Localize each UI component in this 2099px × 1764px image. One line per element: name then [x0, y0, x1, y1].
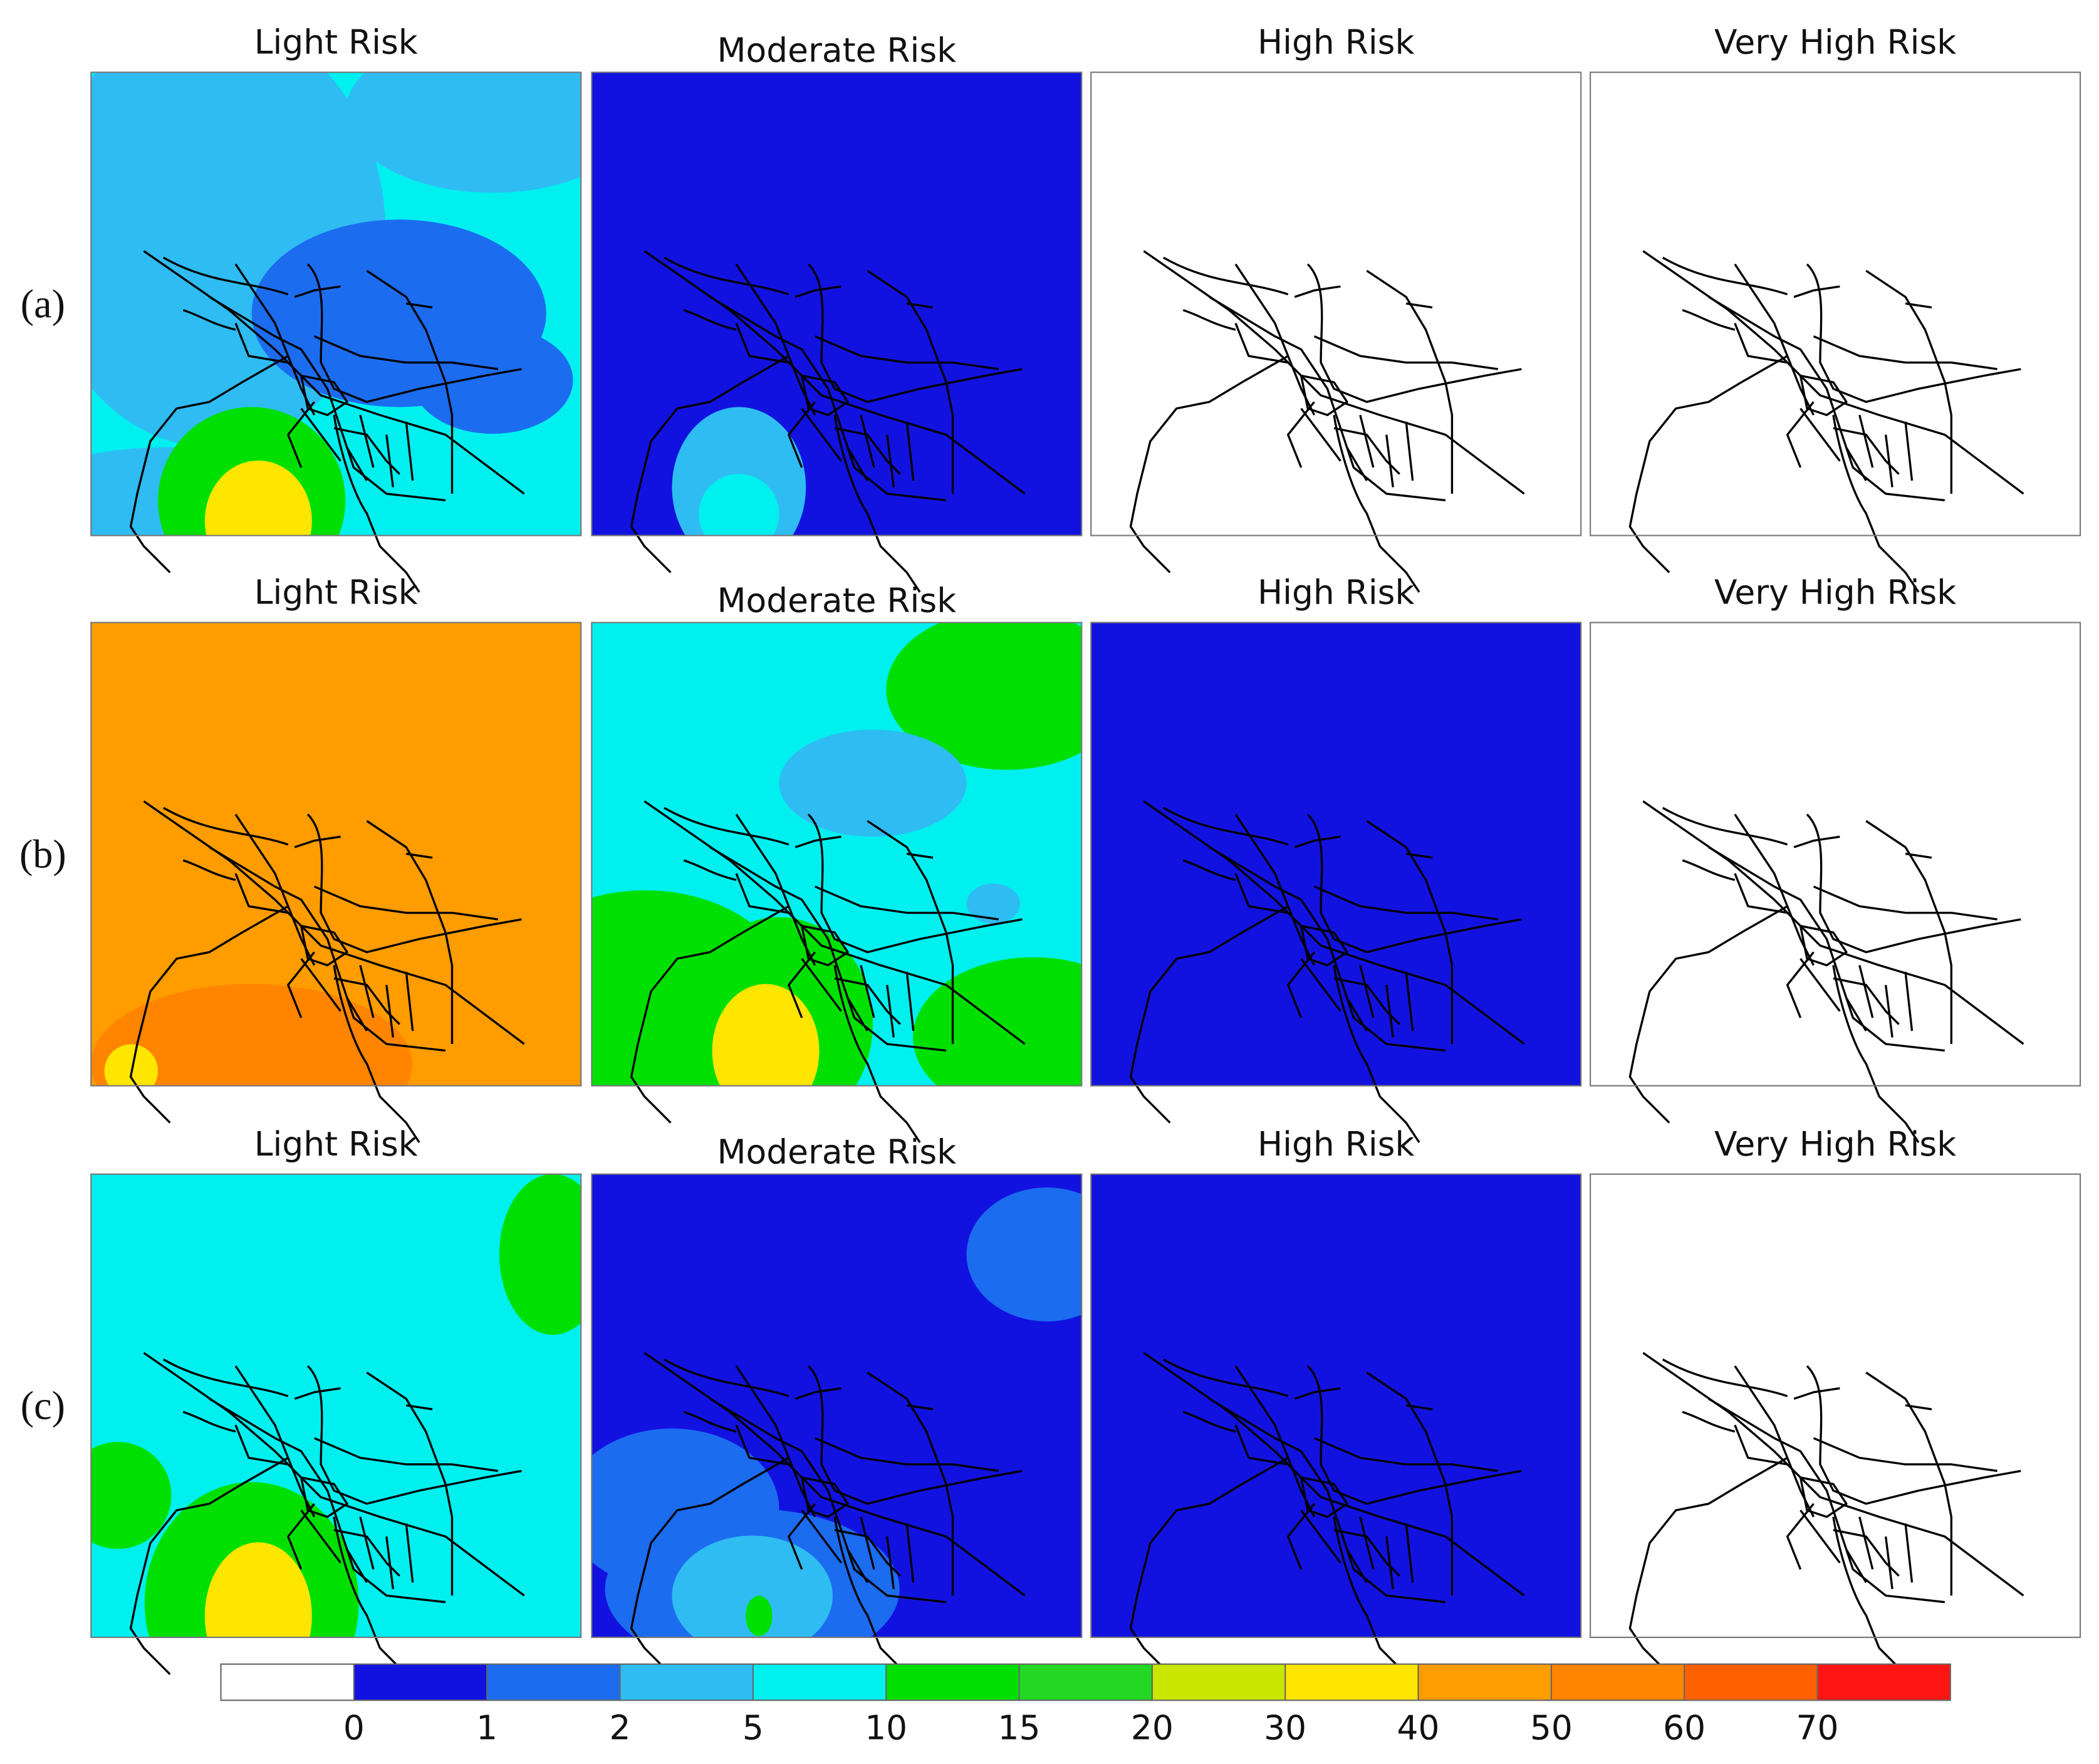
risk-area [966, 1187, 1082, 1322]
map-panel [90, 71, 582, 593]
panel-title: Very High Risk [1714, 1124, 1956, 1164]
field [91, 72, 581, 536]
row-label: (c) [21, 1384, 65, 1428]
colorbar-tick-label: 50 [1530, 1708, 1573, 1747]
colorbar-segment [753, 1664, 887, 1701]
risk-area [746, 1595, 773, 1636]
map-panel [90, 622, 582, 1144]
colorbar-segment [1285, 1664, 1419, 1701]
colorbar-tick-label: 15 [998, 1708, 1041, 1747]
colorbar-segment [353, 1664, 487, 1701]
risk-area [345, 72, 581, 193]
panel-background [1091, 622, 1581, 1086]
risk-area [91, 1441, 172, 1549]
map-panel [591, 71, 1083, 593]
panel-title: Moderate Risk [717, 580, 956, 620]
panel-background [1590, 622, 2081, 1086]
panel-border [1090, 71, 1582, 536]
map-panel [591, 622, 1083, 1144]
panel-border [591, 1173, 1083, 1638]
panel-title: High Risk [1258, 573, 1414, 612]
panel-background [1590, 1174, 2081, 1637]
risk-area [204, 1542, 312, 1637]
field [91, 984, 412, 1086]
colorbar-tick-label: 10 [865, 1708, 907, 1747]
panel-border [90, 71, 582, 536]
risk-area [913, 957, 1082, 1086]
risk-area [204, 460, 312, 536]
colorbar-tick-label: 5 [742, 1708, 764, 1747]
panel-border [591, 622, 1083, 1087]
colorbar-segment [1817, 1664, 1951, 1701]
risk-area [91, 984, 412, 1086]
colorbar-segment [1684, 1664, 1818, 1701]
map-panel [1590, 1173, 2081, 1695]
panel-title: Very High Risk [1714, 22, 1956, 61]
map-panel [591, 1173, 1083, 1695]
panel-background [1091, 1174, 1581, 1637]
panel-title: Moderate Risk [717, 30, 956, 70]
risk-area [886, 622, 1082, 770]
colorbar-tick-label: 20 [1131, 1708, 1174, 1747]
colorbar-tick-label: 0 [343, 1708, 365, 1747]
panel-border [1590, 1173, 2081, 1638]
panel-title: Light Risk [254, 573, 418, 612]
map-panel [90, 1173, 582, 1695]
colorbar-tick-label: 2 [610, 1708, 631, 1747]
panel-background [1091, 72, 1581, 536]
colorbar-segment [886, 1664, 1019, 1701]
map-panel [1590, 622, 2081, 1144]
panel-border [90, 1173, 582, 1638]
panel-title: Light Risk [254, 22, 418, 61]
colorbar-tick-label: 1 [476, 1708, 497, 1747]
colorbar-segment [1418, 1664, 1551, 1701]
panel-background [1590, 72, 2081, 536]
field [591, 622, 1082, 1086]
panel-title: Very High Risk [1714, 573, 1956, 612]
colorbar-tick-label: 30 [1264, 1708, 1306, 1747]
colorbar-tick-label: 60 [1663, 1708, 1706, 1747]
colorbar-segment [221, 1664, 354, 1701]
map-panel [1090, 622, 1582, 1144]
panel-border [1090, 1173, 1582, 1638]
field [91, 1174, 581, 1637]
risk-area [966, 884, 1020, 924]
risk-area [779, 729, 967, 837]
panel-border [1590, 622, 2081, 1087]
risk-area [672, 1535, 833, 1637]
panel-title: High Risk [1258, 22, 1414, 61]
row-label: (b) [19, 832, 66, 876]
map-panel [1090, 71, 1582, 593]
panel-border [591, 71, 1083, 536]
colorbar-segment [1019, 1664, 1152, 1701]
map-panel [1590, 71, 2081, 593]
colorbar-segment [1551, 1664, 1685, 1701]
panel-background [591, 72, 1082, 536]
colorbar-segment [620, 1664, 753, 1701]
colorbar-border [220, 1663, 1951, 1701]
panel-border [90, 622, 582, 1087]
colorbar-tick-label: 40 [1397, 1708, 1440, 1747]
panel-title: High Risk [1258, 1124, 1414, 1164]
risk-area [499, 1174, 581, 1335]
panel-border [1090, 622, 1582, 1087]
panel-border [1590, 71, 2081, 536]
colorbar-segment [1152, 1664, 1286, 1701]
colorbar-segment [487, 1664, 620, 1701]
row-label: (a) [21, 281, 65, 326]
map-panel [1090, 1173, 1582, 1695]
risk-area [712, 984, 820, 1086]
risk-area [412, 326, 573, 434]
risk-area [104, 1044, 159, 1086]
panel-title: Moderate Risk [717, 1132, 956, 1172]
panel-title: Light Risk [254, 1124, 418, 1164]
field [672, 407, 806, 536]
colorbar-tick-label: 70 [1796, 1708, 1839, 1747]
risk-area [699, 474, 779, 536]
